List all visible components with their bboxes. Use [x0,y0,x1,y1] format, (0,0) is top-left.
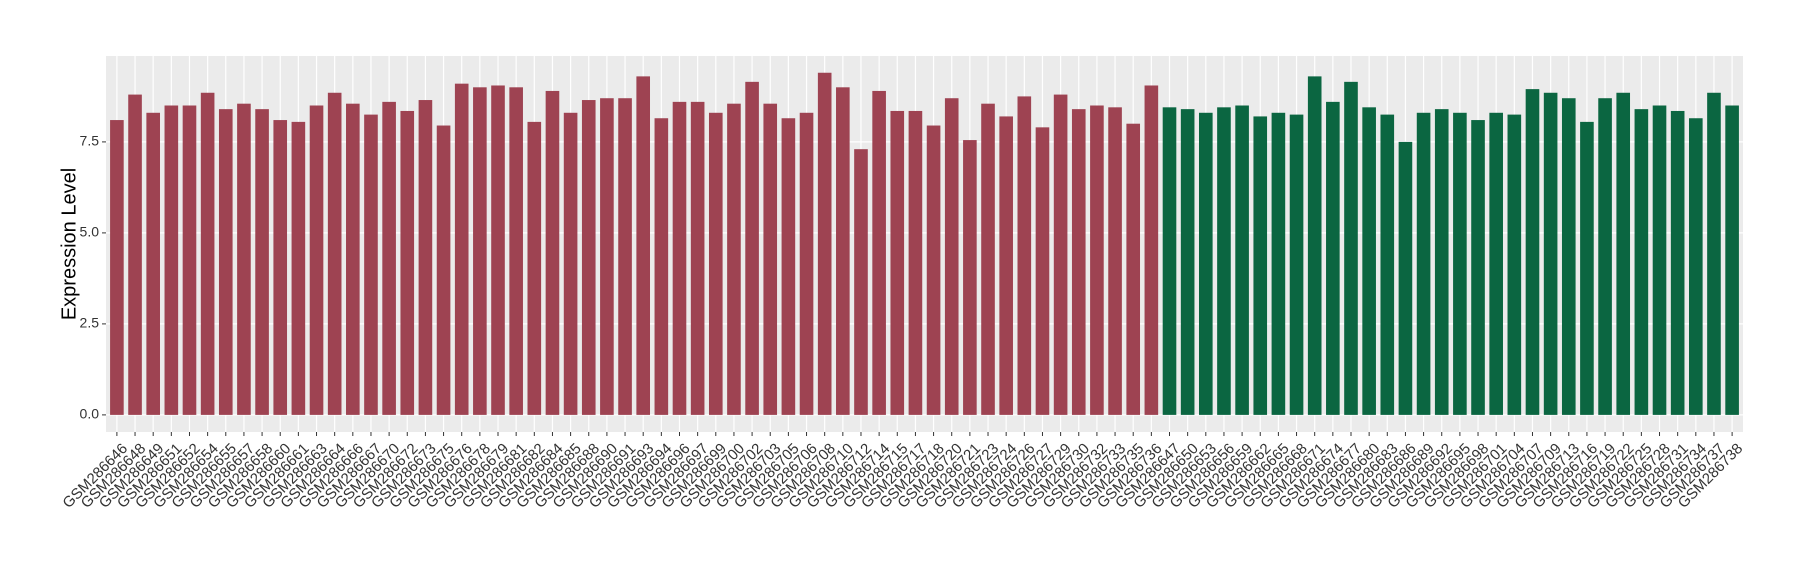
bar [745,81,759,415]
bar [781,118,796,415]
bar [527,121,542,415]
bar [836,87,850,415]
bar [1398,141,1413,415]
bar [581,100,596,415]
bar [128,94,142,415]
bar [1525,89,1540,415]
y-tick-label: 7.5 [80,133,100,149]
bar [636,76,651,415]
bar [1580,121,1594,415]
bar [1126,123,1141,415]
bar [1507,114,1522,415]
bar [1217,107,1231,415]
bar [872,90,886,415]
bar [1271,112,1286,415]
bar [110,120,124,415]
bar [981,103,995,415]
bar [1180,109,1195,415]
bar [436,125,451,415]
bar [799,112,814,415]
bar [1416,112,1431,415]
bar [509,87,523,415]
bar [200,92,215,415]
bar [491,85,505,415]
bar [1017,96,1032,415]
bar [1071,109,1086,415]
bar [545,90,560,415]
bar [1707,92,1721,415]
bar [1689,118,1703,415]
bar [963,140,977,415]
bar [364,114,378,415]
bar [237,103,251,415]
bar [763,103,778,415]
bar [327,92,342,415]
bar [1108,107,1122,415]
y-tick-label: 5.0 [80,224,100,240]
bar [454,83,469,415]
bar [1253,116,1268,415]
bar [418,100,433,415]
bar [1725,105,1739,415]
bar [563,112,578,415]
bar [618,98,632,415]
bar [309,105,324,415]
bar [1453,112,1467,415]
bar [146,112,160,415]
bar [1035,127,1050,415]
bar [817,72,832,415]
bar [291,121,306,415]
bar [1053,94,1068,415]
bar [672,101,687,415]
bar [600,98,614,415]
bar [1307,76,1322,415]
bar [382,101,396,415]
bar [1616,92,1631,415]
bar [218,109,233,415]
bar [1235,105,1249,415]
bar [944,98,959,415]
bar [1162,107,1177,415]
bar [1652,105,1667,415]
bar [182,105,197,415]
bar [473,87,487,415]
y-tick-label: 2.5 [80,315,100,331]
bar [1670,110,1685,415]
bar [1289,114,1304,415]
bar [926,125,941,415]
bar [1471,120,1485,415]
bar [1198,112,1213,415]
bar [1598,98,1612,415]
bar [273,120,288,415]
bar [1326,101,1340,415]
bar [346,103,360,415]
bar [1090,105,1104,415]
bar [1362,107,1376,415]
bar [727,103,741,415]
bar [1634,109,1649,415]
bar [1380,114,1395,415]
bar [708,112,723,415]
bar [255,109,269,415]
bar [690,101,705,415]
bar [1561,98,1576,415]
bar [1344,81,1358,415]
plot-background [106,56,1743,432]
y-axis-label: Expression Level [58,168,80,320]
bar [999,116,1013,415]
y-tick-label: 0.0 [80,406,100,422]
bar [654,118,669,415]
bar [1543,92,1558,415]
bar [1144,85,1159,415]
bar [1434,109,1449,415]
bar [890,110,905,415]
bar [908,110,923,415]
bar [400,110,415,415]
bar [164,105,179,415]
bar [1489,112,1503,415]
bar [854,149,868,415]
